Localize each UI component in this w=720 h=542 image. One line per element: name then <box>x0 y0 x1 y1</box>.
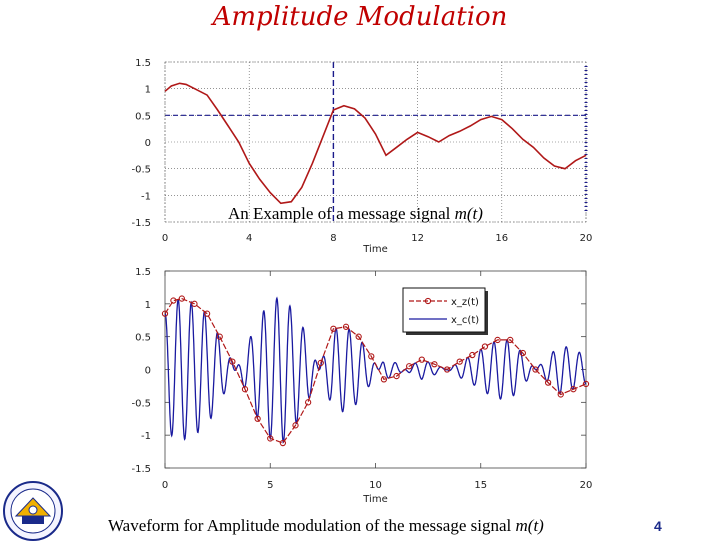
chart2-message-point-16 <box>355 333 362 340</box>
caption-am-math: m(t) <box>515 516 544 535</box>
chart1-xtick-label-4: 16 <box>495 233 508 244</box>
chart1-ytick-label-0: 1.5 <box>135 58 151 69</box>
chart2-frame <box>164 270 587 469</box>
chart2-message-point-34 <box>582 380 590 388</box>
chart1-xtick-label-1: 4 <box>246 233 252 244</box>
chart2-legend-message-label: x_z(t) <box>451 297 479 308</box>
chart1-ytick-label-5: -1 <box>141 191 151 202</box>
chart2-message-point-14 <box>330 325 337 332</box>
caption-am-waveform: Waveform for Amplitude modulation of the… <box>108 516 544 536</box>
chart2-message-point-25 <box>469 351 476 359</box>
chart2-legend-carrier-label: x_c(t) <box>451 315 479 326</box>
university-logo-icon <box>3 481 63 541</box>
chart2-message-point-7 <box>241 386 249 393</box>
chart2-message-point-26 <box>481 343 489 350</box>
chart2-message-point-9 <box>267 435 274 442</box>
caption-message-text: An Example of a message signal <box>228 204 455 223</box>
chart2-xtick-label-3: 15 <box>474 480 487 491</box>
chart1-series-message-line <box>164 82 587 205</box>
chart2-xtick-label-1: 5 <box>267 480 273 491</box>
chart2-xlabel: Time <box>362 494 387 505</box>
chart2-message-point-4 <box>203 310 211 317</box>
chart2-ytick-label-1: 1 <box>145 300 151 311</box>
caption-message-signal: An Example of a message signal m(t) <box>228 204 483 224</box>
chart2-message-point-28 <box>507 336 514 344</box>
chart1-xtick-label-0: 0 <box>162 233 168 244</box>
chart2-message-point-23 <box>443 366 451 373</box>
chart1-xtick-label-5: 20 <box>580 233 593 244</box>
chart2-xtick-label-0: 0 <box>162 480 168 491</box>
chart2-message-point-3 <box>191 300 198 307</box>
chart2-ytick-label-3: 0 <box>145 366 151 377</box>
chart2-message-point-1 <box>170 297 177 304</box>
chart2-message-point-31 <box>544 379 552 386</box>
chart1-ytick-label-1: 1 <box>145 85 151 96</box>
chart2-ytick-label-0: 1.5 <box>135 267 151 278</box>
chart1-ytick-label-2: 0.5 <box>135 111 151 122</box>
chart2-series-carrier-line <box>164 296 587 444</box>
caption-message-math: m(t) <box>454 204 483 223</box>
chart2-message-point-22 <box>431 361 438 368</box>
chart1-xtick-label-2: 8 <box>330 233 336 244</box>
chart2-message-point-15 <box>342 323 350 330</box>
chart2-message-point-18 <box>380 376 388 383</box>
chart2-ytick-label-4: -0.5 <box>131 398 151 409</box>
page-number: 4 <box>654 518 662 534</box>
chart2-message-point-32 <box>557 391 564 398</box>
chart2-message-point-20 <box>406 363 413 370</box>
chart1-xtick-label-3: 12 <box>411 233 424 244</box>
chart2-message-point-27 <box>494 336 501 344</box>
chart2-message-point-19 <box>393 372 400 380</box>
chart-am-waveform: 1.5 1 0.5 0 -0.5 -1 -1.5 0 5 10 15 20 Time x_z(t) x_c(… <box>131 267 592 505</box>
chart2-message-point-13 <box>317 359 324 367</box>
chart-message-signal: 1.5 1 0.5 0 -0.5 -1 -1.5 0 4 8 12 16 20 Time <box>131 58 592 255</box>
chart2-message-point-33 <box>570 386 577 393</box>
chart2-message-point-5 <box>216 333 223 340</box>
chart2-legend-message-marker <box>424 297 432 305</box>
chart2-ytick-label-6: -1.5 <box>131 464 151 475</box>
chart2-xtick-label-2: 10 <box>369 480 382 491</box>
chart2-series-message-line <box>164 297 587 444</box>
page-title: Amplitude Modulation <box>212 2 508 32</box>
chart1-ytick-label-3: 0 <box>145 138 151 149</box>
chart2-message-point-11 <box>292 422 299 429</box>
chart1-xlabel: Time <box>362 244 387 255</box>
chart2-message-point-29 <box>519 349 526 357</box>
chart2-message-point-24 <box>456 358 463 365</box>
chart2-message-point-2 <box>178 295 185 302</box>
chart2-message-point-17 <box>368 353 375 360</box>
caption-am-text: Waveform for Amplitude modulation of the… <box>108 516 516 535</box>
chart2-legend-box <box>402 287 486 333</box>
chart2-xtick-label-4: 20 <box>580 480 593 491</box>
chart2-message-point-10 <box>279 439 287 447</box>
chart2-message-point-0 <box>161 310 169 317</box>
chart2-message-point-30 <box>532 366 539 373</box>
chart1-ytick-label-6: -1.5 <box>131 218 151 229</box>
chart2-ytick-label-2: 0.5 <box>135 333 151 344</box>
chart2-message-point-21 <box>418 356 425 363</box>
chart1-ytick-label-4: -0.5 <box>131 165 151 176</box>
chart2-message-point-12 <box>304 399 312 406</box>
chart2-message-point-8 <box>254 415 261 422</box>
chart2-ytick-label-5: -1 <box>141 431 151 442</box>
chart2-message-point-6 <box>229 358 236 365</box>
